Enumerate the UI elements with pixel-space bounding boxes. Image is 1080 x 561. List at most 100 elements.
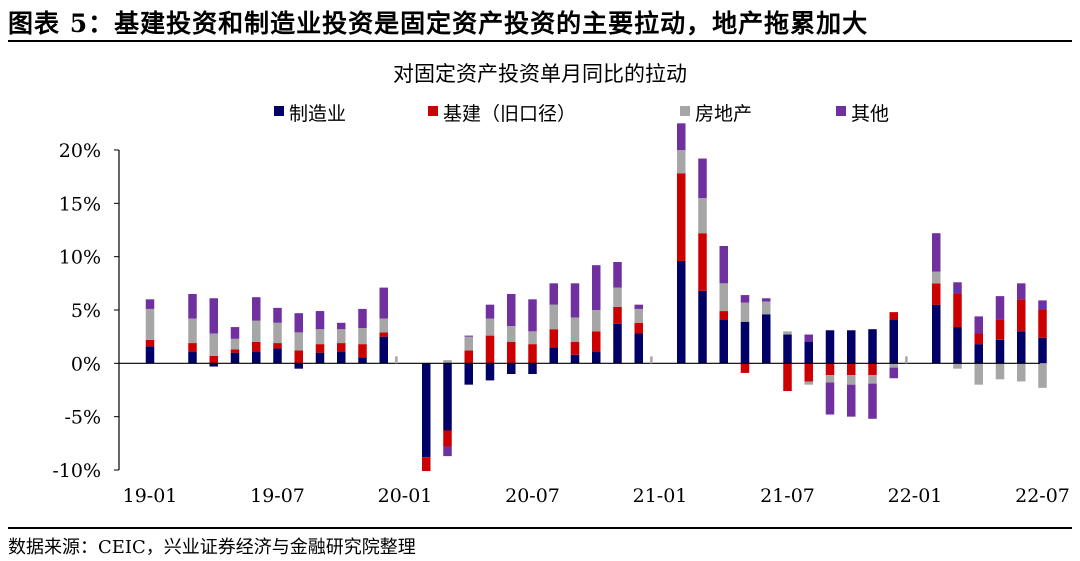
bar-19-09-s3 [315, 329, 325, 345]
bar-20-09-s1 [570, 354, 580, 364]
bar-21-09-s3 [825, 375, 835, 383]
bar-21-12-s2 [889, 312, 898, 320]
bar-21-05-s1 [740, 321, 750, 364]
bar-20-04-s3 [464, 336, 473, 351]
bar-19-09-s4 [315, 311, 325, 330]
title-rule [8, 40, 1072, 42]
bar-20-07-s4 [528, 299, 537, 332]
bar-21-12-s4 [889, 367, 898, 379]
bar-21-08-s3 [804, 381, 813, 385]
bar-22-02-s1 [932, 304, 941, 364]
y-tick-label: 20% [59, 140, 101, 162]
bar-19-03-s4 [188, 294, 197, 319]
bar-19-09-s2 [315, 344, 325, 353]
bar-21-09-s1 [825, 330, 835, 364]
bar-19-04-s4 [209, 298, 218, 334]
bar-22-02-s2 [932, 283, 941, 305]
bar-21-07-s2 [783, 363, 792, 392]
x-tick-label: 22-07 [1015, 485, 1070, 507]
x-tick-label: 20-07 [505, 485, 560, 507]
bar-20-10-s2 [592, 331, 601, 352]
bar-20-07-s2 [528, 344, 537, 364]
bar-19-08-s2 [294, 350, 303, 364]
bar-21-07-s1 [783, 334, 792, 364]
bar-19-06-s3 [252, 320, 261, 342]
bar-20-12-s4 [634, 304, 643, 309]
bar-19-10-s3 [337, 329, 346, 344]
source-rule [8, 527, 1072, 529]
bar-20-07-s3 [528, 331, 537, 345]
bar-19-06-s2 [252, 342, 261, 352]
bar-21-12-s3 [889, 363, 898, 368]
bar-19-01-s2 [145, 339, 155, 347]
bar-19-08-s1 [294, 363, 303, 369]
bar-22-04-s3 [974, 363, 983, 385]
bar-20-09-s3 [570, 317, 580, 342]
bar-19-06-s4 [252, 297, 261, 321]
chart-legend: 制造业 基建（旧口径） 房地产 其他 [274, 103, 889, 125]
bar-19-12-s4 [379, 287, 388, 319]
y-tick-label: 5% [71, 300, 101, 322]
bar-19-04-s3 [209, 333, 218, 356]
bar-19-08-s3 [294, 332, 303, 351]
bar-21-05-s3 [740, 302, 750, 322]
bar-20-09-s2 [570, 342, 580, 355]
bar-19-03-s3 [188, 318, 197, 344]
bar-19-08-s4 [294, 313, 303, 333]
bar-20-05-s2 [485, 335, 495, 364]
bar-20-04-s1 [464, 363, 473, 385]
legend-label-1: 制造业 [289, 103, 346, 125]
bar-20-12-s3 [634, 308, 643, 323]
bar-22-05-s2 [995, 319, 1005, 340]
bar-20-09-s4 [570, 283, 580, 318]
bar-19-04-s2 [209, 355, 218, 364]
x-tick-label: 19-01 [123, 485, 178, 507]
bar-21-06-s4 [762, 298, 771, 302]
bar-21-05-s4 [740, 295, 750, 303]
bar-21-04-s2 [719, 311, 728, 320]
bar-19-03-s2 [188, 343, 197, 352]
source-note: 数据来源：CEIC，兴业证券经济与金融研究院整理 [8, 537, 416, 558]
bar-21-12-s1 [889, 319, 898, 364]
bar-20-03-s3 [443, 360, 452, 364]
bar-19-07-s2 [273, 343, 282, 349]
bar-19-04-s1 [209, 363, 218, 367]
bar-19-12-s3 [379, 318, 388, 333]
bar-20-05-s3 [485, 318, 495, 336]
bar-21-04-s4 [719, 246, 728, 284]
bar-21-03-s1 [698, 290, 707, 364]
bar-20-03-s2 [443, 430, 452, 447]
bar-22-04-s4 [974, 316, 983, 334]
bar-21-10-s4 [847, 384, 856, 417]
bar-20-05-s1 [485, 363, 495, 381]
bar-20-08-s4 [549, 283, 558, 305]
bar-19-11-s4 [358, 308, 367, 329]
bar-19-05-s3 [230, 338, 240, 350]
bar-19-03-s1 [188, 351, 197, 364]
bar-22-07-s3 [1038, 363, 1047, 388]
bar-22-03-s3 [953, 363, 962, 369]
x-tick-label: 22-01 [888, 485, 943, 507]
bar-19-12-s2 [379, 332, 388, 337]
bar-20-10-s4 [592, 265, 601, 310]
legend-label-3: 房地产 [695, 103, 752, 125]
y-tick-label: -5% [64, 407, 101, 429]
bar-22-03-s2 [953, 294, 962, 328]
y-tick-label: 10% [59, 247, 101, 269]
bar-21-11-s2 [868, 363, 877, 376]
bar-20-02-s1 [422, 363, 431, 458]
legend-swatch-4 [836, 106, 846, 116]
bar-19-07-s3 [273, 322, 282, 344]
bar-19-11-s2 [358, 344, 367, 358]
bar-20-05-s4 [485, 304, 495, 319]
bar-19-01-s4 [145, 299, 155, 309]
bar-20-10-s3 [592, 310, 601, 332]
bar-20-06-s3 [507, 326, 516, 342]
chart-title: 对固定资产投资单月同比的拉动 [393, 62, 687, 86]
bar-20-03-s1 [443, 363, 452, 431]
bar-22-06-s3 [1017, 363, 1026, 382]
bar-21-06-s1 [762, 314, 771, 364]
bar-21-10-s3 [847, 375, 856, 385]
bar-21-02-s2 [677, 173, 686, 261]
